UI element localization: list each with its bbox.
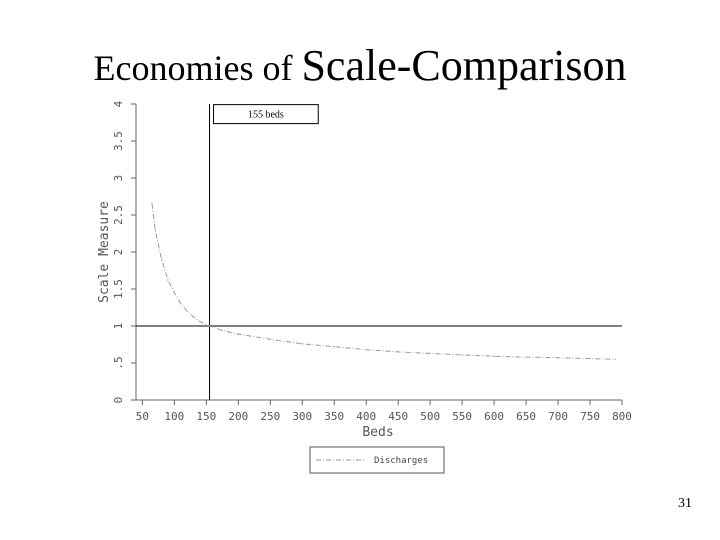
series-point-discharges: [160, 258, 163, 260]
x-tick-label: 50: [136, 410, 149, 423]
x-axis-title: Beds: [362, 425, 393, 440]
x-tick-label: 300: [292, 410, 312, 423]
annotation-group: 155 beds: [213, 104, 319, 125]
series-line-discharges: [151, 203, 616, 360]
series-point-discharges: [186, 310, 188, 312]
reference-lines: [136, 104, 622, 400]
series-point-discharges: [154, 229, 156, 231]
series-point-discharges: [167, 279, 169, 281]
series-point-discharges: [429, 352, 431, 354]
annotation-label: 155 beds: [248, 110, 284, 121]
x-tick-label: 600: [484, 410, 504, 423]
x-tick-label: 350: [324, 410, 344, 423]
series-point-discharges: [493, 355, 495, 357]
y-tick-label: 3: [112, 175, 125, 182]
y-tick-label: 1.5: [112, 279, 125, 299]
y-axis-ticks: 0 .5 1 1.5 2 2.5 3 3.5 4: [112, 100, 136, 403]
y-tick-label: 4: [112, 100, 125, 107]
x-tick-label: 200: [228, 410, 248, 423]
series-point-discharges: [397, 351, 399, 353]
x-tick-label: 550: [452, 410, 472, 423]
y-tick-label: 2: [112, 249, 125, 256]
series-point-discharges: [180, 303, 182, 305]
series-point-discharges: [237, 333, 239, 335]
series-group: [151, 203, 617, 360]
x-tick-label: 100: [164, 410, 184, 423]
page-number: 31: [678, 496, 692, 511]
legend-box: [309, 446, 445, 474]
x-tick-label: 400: [356, 410, 376, 423]
legend: Discharges: [309, 446, 445, 474]
y-axis-title: Scale Measure: [97, 201, 112, 303]
x-tick-label: 650: [516, 410, 536, 423]
series-point-discharges: [615, 358, 617, 360]
y-tick-label: 2.5: [112, 205, 125, 225]
x-axis-ticks: 50 100 150 200 250 300 350 400 450 500 550 600 650 70…: [136, 400, 632, 423]
series-point-discharges: [173, 292, 175, 294]
series-point-discharges: [461, 354, 463, 356]
series-point-discharges: [365, 349, 367, 351]
annotation-box: [213, 104, 319, 125]
plot-frame: [135, 104, 622, 401]
series-point-discharges: [208, 325, 211, 327]
series-point-discharges: [151, 203, 153, 205]
series-point-discharges: [525, 356, 527, 358]
x-tick-label: 150: [196, 410, 216, 423]
legend-label-discharges: Discharges: [374, 456, 428, 466]
x-tick-label: 250: [260, 410, 280, 423]
series-point-discharges: [221, 329, 223, 332]
x-tick-label: 750: [580, 410, 600, 423]
y-tick-label: .5: [112, 356, 125, 369]
slide-title: Economies of Scale-Comparison: [0, 44, 720, 88]
x-tick-label: 450: [388, 410, 408, 423]
series-point-discharges: [301, 343, 303, 345]
series-point-discharges: [333, 346, 335, 348]
slide-title-part2: Scale-Comparison: [301, 41, 627, 90]
series-point-discharges: [199, 320, 201, 323]
slide-title-part1: Economies of: [93, 48, 302, 88]
series-point-discharges: [269, 338, 271, 340]
x-tick-label: 700: [548, 410, 568, 423]
x-tick-label: 500: [420, 410, 440, 423]
x-tick-label: 800: [612, 410, 632, 423]
series-point-discharges: [192, 316, 195, 318]
y-tick-label: 1: [112, 323, 125, 330]
y-tick-label: 0: [112, 397, 125, 404]
series-point-discharges: [557, 357, 559, 359]
y-tick-label: 3.5: [112, 131, 125, 151]
series-point-discharges: [589, 357, 591, 360]
